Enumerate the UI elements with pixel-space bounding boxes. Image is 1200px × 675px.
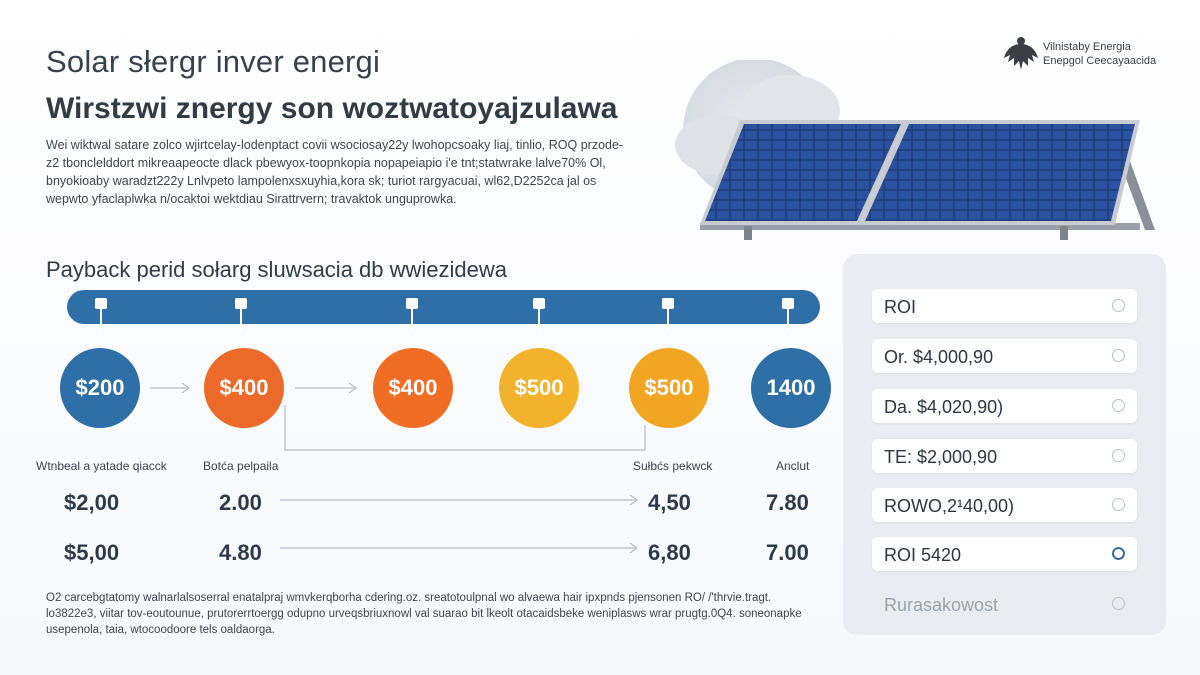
footer-note: O2 carcebgtatomy walnarlalsoserral enata… (46, 592, 802, 636)
value-cell: 7.00 (766, 540, 809, 565)
timeline-circle-1: $200 (60, 348, 140, 428)
page-subtitle: Wirstzwi znergy son woztwatoyajzulawa (46, 92, 618, 125)
radio-button[interactable] (1112, 399, 1125, 412)
logo-text-line-2: Enepgol Ceecayaacida (1043, 55, 1157, 67)
column-label: Wtnbeal a yatade qiacck (36, 459, 167, 473)
roi-option-label: ROI 5420 (884, 545, 962, 565)
value-cell: 2.00 (219, 490, 262, 515)
timeline-circle-4: $500 (499, 348, 579, 428)
roi-option-5[interactable]: ROWO,2¹40,00) (872, 488, 1137, 522)
value-cell: 7.80 (766, 490, 809, 515)
roi-option-6[interactable]: ROI 5420 (872, 537, 1137, 571)
timeline-pin-icon (662, 298, 674, 332)
column-label: Sułbćs pekwck (633, 459, 713, 473)
roi-option-2[interactable]: Or. $4,000,90 (872, 339, 1137, 373)
value-cell: $5,00 (64, 540, 120, 565)
timeline-pin-icon (533, 298, 545, 332)
roi-option-label: Da. $4,020,90) (884, 397, 1004, 417)
roi-option-1[interactable]: ROI (872, 289, 1137, 323)
value-cell: 4.80 (219, 540, 262, 565)
value-cell: 4,50 (648, 490, 691, 515)
eagle-logo-icon (1004, 37, 1038, 70)
solar-panel-illustration (675, 60, 1155, 240)
value-cell: 6,80 (648, 540, 691, 565)
radio-button[interactable] (1112, 498, 1125, 511)
timeline-circle-3: $400 (373, 348, 453, 428)
roi-option-7[interactable]: Rurasakowost (872, 587, 1137, 621)
roi-option-label: ROI (884, 297, 917, 317)
radio-button-selected[interactable] (1112, 547, 1125, 560)
timeline-pin-icon (95, 298, 107, 332)
intro-paragraph: Wei wiktwal satare zolco wjirtcelay-lode… (46, 138, 624, 206)
roi-option-label: Or. $4,000,90 (884, 347, 994, 367)
radio-button[interactable] (1112, 299, 1125, 312)
roi-option-label: Rurasakowost (884, 595, 999, 615)
timeline-circle-2: $400 (204, 348, 284, 428)
timeline-connectors (150, 382, 646, 554)
page-title: Solar słergr inver energi (46, 44, 381, 79)
column-label: Anclut (776, 459, 810, 473)
timeline-pin-icon (406, 298, 418, 332)
roi-option-label: TE: $2,000,90 (884, 447, 998, 467)
timeline-title: Payback perid sołarg sluwsacia db wwiezi… (46, 257, 508, 282)
radio-button[interactable] (1112, 349, 1125, 362)
radio-button[interactable] (1112, 449, 1125, 462)
roi-option-4[interactable]: TE: $2,000,90 (872, 439, 1137, 473)
timeline-bar (67, 290, 820, 324)
value-cell: $2,00 (64, 490, 120, 515)
timeline-pin-icon (782, 298, 794, 332)
timeline-circle-6: 1400 (751, 348, 831, 428)
logo-text-line-1: Vilnistaby Energia (1043, 41, 1131, 53)
logo-text: Vilnistaby Energia Enepgol Ceecayaacida (1043, 40, 1156, 68)
roi-option-3[interactable]: Da. $4,020,90) (872, 389, 1137, 423)
timeline-pin-icon (235, 298, 247, 332)
roi-option-label: ROWO,2¹40,00) (884, 496, 1015, 516)
timeline-circle-5: $500 (629, 348, 709, 428)
column-label: Botća pelpaila (203, 459, 279, 473)
radio-button[interactable] (1112, 597, 1125, 610)
